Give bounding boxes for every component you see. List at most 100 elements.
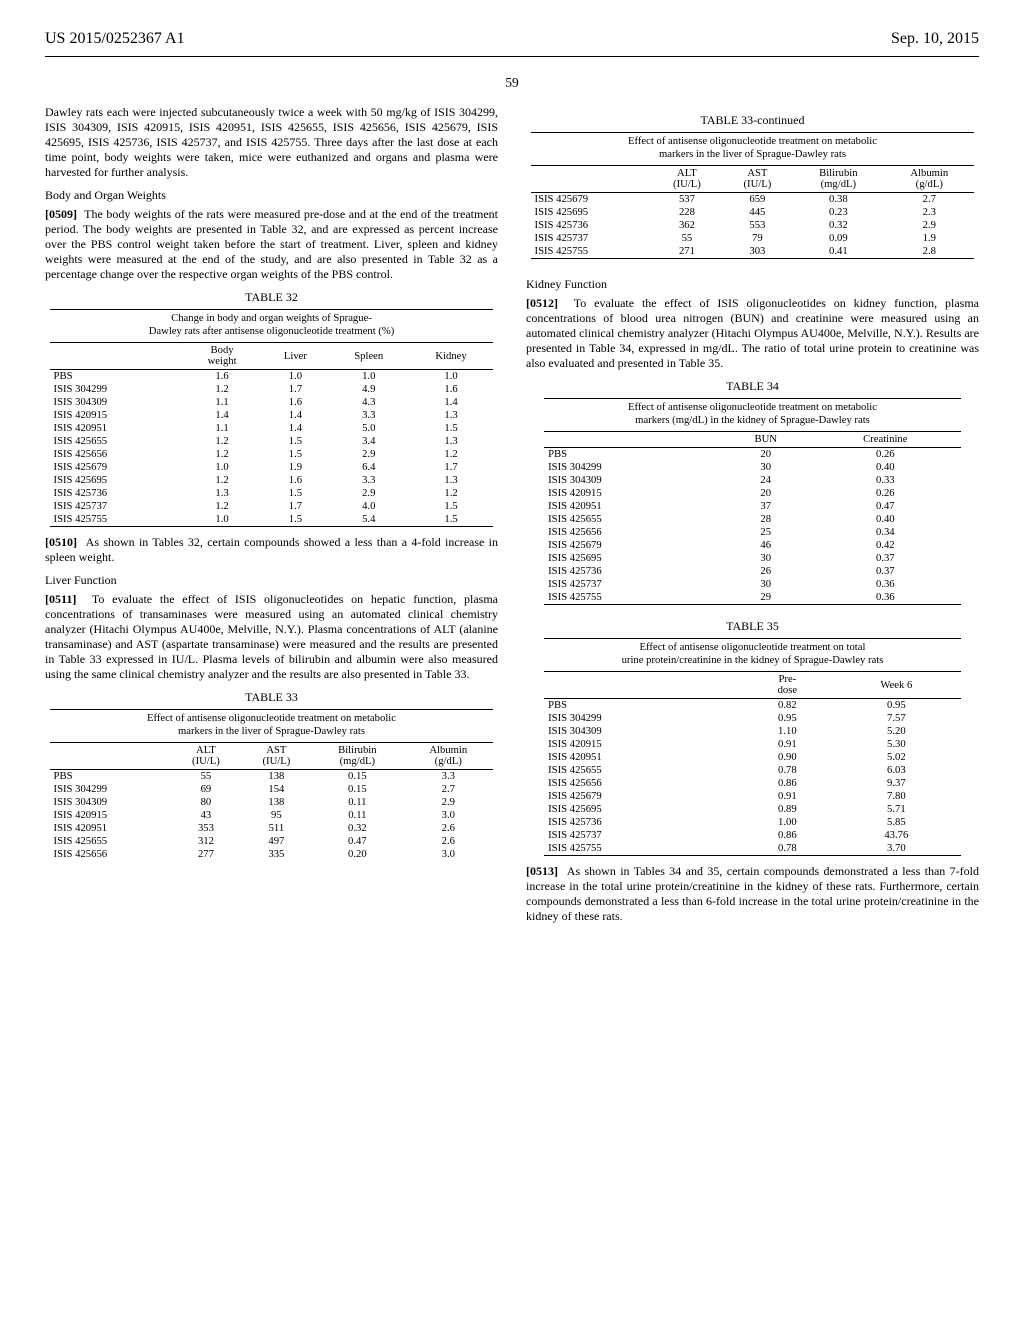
table-cell: ISIS 425736 — [50, 487, 183, 500]
table-cell: ISIS 425736 — [544, 565, 722, 578]
table-row: ISIS 4256791.01.96.41.7 — [50, 461, 494, 474]
table-cell: 3.3 — [403, 770, 493, 784]
table-cell: ISIS 304309 — [50, 796, 171, 809]
table-cell: ISIS 425695 — [544, 803, 743, 816]
table-cell: ISIS 425737 — [544, 578, 722, 591]
table-cell: 138 — [241, 796, 311, 809]
table-cell: 2.9 — [329, 448, 409, 461]
para-text: The body weights of the rats were measur… — [45, 207, 498, 281]
table-cell: 138 — [241, 770, 311, 784]
table-cell: ISIS 425755 — [531, 245, 652, 259]
table-cell: 28 — [722, 513, 810, 526]
table-row: ISIS 4256795376590.382.7 — [531, 193, 975, 207]
table-cell: ISIS 304299 — [50, 383, 183, 396]
table-cell: 2.6 — [403, 835, 493, 848]
table-cell: ISIS 425656 — [50, 448, 183, 461]
table-cell: ISIS 425656 — [50, 848, 171, 861]
table-row: ISIS 425736260.37 — [544, 565, 961, 578]
table-cell: 1.2 — [182, 383, 262, 396]
table-cell: 1.2 — [182, 435, 262, 448]
table-cell: 4.0 — [329, 500, 409, 513]
table-cell: 312 — [171, 835, 241, 848]
table-cell: 0.91 — [743, 738, 832, 751]
table-cell: 3.0 — [403, 848, 493, 861]
col-head: Kidney — [409, 343, 494, 370]
table-row: PBS551380.153.3 — [50, 770, 494, 784]
table-cell: ISIS 425655 — [50, 835, 171, 848]
table-row: ISIS 42573755790.091.9 — [531, 232, 975, 245]
para-num: [0509] — [45, 207, 77, 221]
table-cell: 30 — [722, 461, 810, 474]
table-cell: 55 — [171, 770, 241, 784]
right-column: TABLE 33-continued Effect of antisense o… — [526, 105, 979, 932]
table-cell: 69 — [171, 783, 241, 796]
table-cell: 0.38 — [793, 193, 884, 207]
table-34-caption: Effect of antisense oligonucleotide trea… — [544, 402, 961, 413]
table-cell: 55 — [652, 232, 722, 245]
table-row: PBS1.61.01.01.0 — [50, 370, 494, 384]
table-row: ISIS 304299691540.152.7 — [50, 783, 494, 796]
table-row: ISIS 4209150.915.30 — [544, 738, 961, 751]
table-cell: 79 — [722, 232, 792, 245]
col-head: Liver — [262, 343, 329, 370]
table-cell: PBS — [50, 770, 171, 784]
table-cell: ISIS 425679 — [544, 790, 743, 803]
page-header: US 2015/0252367 A1 Sep. 10, 2015 — [45, 30, 979, 48]
table-cell: 46 — [722, 539, 810, 552]
para-0511: [0511] To evaluate the effect of ISIS ol… — [45, 592, 498, 682]
table-cell: 1.7 — [262, 383, 329, 396]
table-35: Effect of antisense oligonucleotide trea… — [544, 638, 961, 856]
para-text: To evaluate the effect of ISIS oligonucl… — [526, 296, 979, 370]
table-cell: 1.4 — [409, 396, 494, 409]
table-33-caption: Effect of antisense oligonucleotide trea… — [50, 713, 494, 724]
table-row: PBS0.820.95 — [544, 699, 961, 713]
table-32-caption: Change in body and organ weights of Spra… — [50, 313, 494, 324]
table-cell: 1.2 — [182, 474, 262, 487]
table-cell: 0.32 — [312, 822, 403, 835]
table-cell: ISIS 304299 — [544, 712, 743, 725]
para-num: [0512] — [526, 296, 558, 310]
table-cell: 2.7 — [884, 193, 974, 207]
table-cell: 1.3 — [182, 487, 262, 500]
table-cell: 2.3 — [884, 206, 974, 219]
table-cell: 277 — [171, 848, 241, 861]
table-cell: 0.33 — [810, 474, 961, 487]
table-row: ISIS 3042990.957.57 — [544, 712, 961, 725]
table-cell: 1.7 — [409, 461, 494, 474]
table-row: ISIS 4257551.01.55.41.5 — [50, 513, 494, 527]
table-35-label: TABLE 35 — [526, 619, 979, 634]
table-cell: PBS — [544, 448, 722, 462]
table-cell: ISIS 420951 — [50, 422, 183, 435]
table-cell: ISIS 425655 — [544, 764, 743, 777]
table-cell: 0.15 — [312, 770, 403, 784]
table-cell: 1.6 — [409, 383, 494, 396]
publication-number: US 2015/0252367 A1 — [45, 30, 185, 48]
table-row: ISIS 4256560.869.37 — [544, 777, 961, 790]
table-cell: ISIS 420915 — [544, 487, 722, 500]
table-cell: 1.3 — [409, 435, 494, 448]
table-cell: 20 — [722, 487, 810, 500]
table-cell: ISIS 425755 — [544, 591, 722, 605]
table-cell: 7.80 — [832, 790, 961, 803]
para-num: [0511] — [45, 592, 76, 606]
table-row: ISIS 4257361.005.85 — [544, 816, 961, 829]
table-row: ISIS 4256950.895.71 — [544, 803, 961, 816]
table-cell: 1.2 — [409, 448, 494, 461]
table-row: ISIS 3043091.105.20 — [544, 725, 961, 738]
para-text: As shown in Tables 34 and 35, certain co… — [526, 864, 979, 923]
table-cell: PBS — [50, 370, 183, 384]
table-cell: 335 — [241, 848, 311, 861]
table-cell: 1.5 — [262, 448, 329, 461]
table-cell: ISIS 304309 — [544, 474, 722, 487]
table-cell: 0.47 — [312, 835, 403, 848]
table-row: ISIS 4256551.21.53.41.3 — [50, 435, 494, 448]
table-row: ISIS 425695300.37 — [544, 552, 961, 565]
table-cell: 1.5 — [262, 513, 329, 527]
table-cell: 1.9 — [262, 461, 329, 474]
table-cell: 0.09 — [793, 232, 884, 245]
table-row: ISIS 4257363625530.322.9 — [531, 219, 975, 232]
table-cell: 1.2 — [182, 448, 262, 461]
table-cell: 0.89 — [743, 803, 832, 816]
table-32: Change in body and organ weights of Spra… — [50, 309, 494, 527]
table-row: ISIS 304299300.40 — [544, 461, 961, 474]
